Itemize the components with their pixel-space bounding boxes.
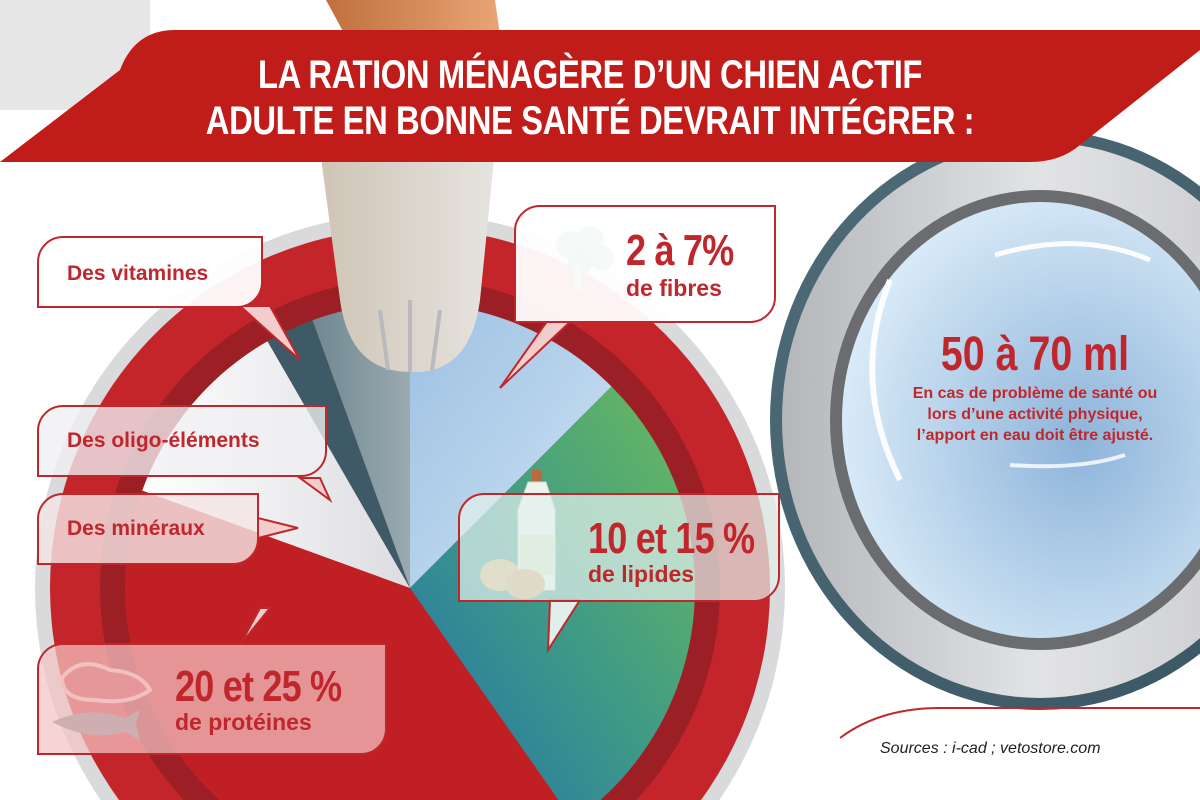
- fibres-value: 2 à 7%: [626, 226, 734, 275]
- bubble-proteines: 20 et 25 % de protéines: [37, 643, 387, 755]
- lipides-value: 10 et 15 %: [588, 514, 755, 563]
- vitamines-label: Des vitamines: [67, 262, 209, 285]
- lipides-label: de lipides: [588, 561, 695, 587]
- bubble-vitamines: Des vitamines: [37, 236, 263, 308]
- proteines-label: de protéines: [175, 709, 312, 735]
- oligo-label: Des oligo-éléments: [67, 429, 260, 452]
- title-banner: [0, 30, 1200, 162]
- slice-vitamines: [312, 303, 410, 588]
- water-note: En cas de problème de santé ou lors d’un…: [912, 385, 1158, 444]
- bubble-mineraux: Des minéraux: [37, 493, 259, 565]
- sources-text: Sources : i-cad ; vetostore.com: [880, 740, 1101, 757]
- dog-paw-icon: [320, 130, 495, 373]
- title-line-2: ADULTE EN BONNE SANTÉ DEVRAIT INTÉGRER :: [205, 99, 975, 143]
- mineraux-label: Des minéraux: [67, 517, 205, 540]
- fibres-label: de fibres: [626, 275, 722, 301]
- arm-shape: [326, 0, 500, 35]
- page-title: LA RATION MÉNAGÈRE D’UN CHIEN ACTIF ADUL…: [196, 52, 983, 144]
- title-line-1: LA RATION MÉNAGÈRE D’UN CHIEN ACTIF: [257, 53, 923, 97]
- bubble-fibres: 2 à 7% de fibres: [514, 205, 776, 323]
- bubble-oligo-elements: Des oligo-éléments: [37, 405, 327, 477]
- bubble-lipides: 10 et 15 % de lipides: [458, 493, 780, 602]
- proteines-value: 20 et 25 %: [175, 662, 342, 711]
- sources-divider: [839, 707, 1200, 739]
- water-bowl-icon: [770, 130, 1200, 710]
- water-value: 50 à 70 ml: [940, 328, 1130, 381]
- slice-oligo: [267, 320, 410, 588]
